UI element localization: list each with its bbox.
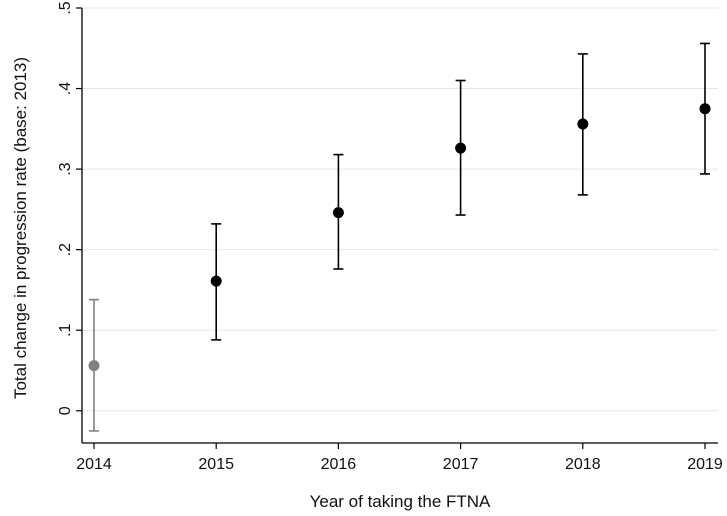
x-tick-label: 2015 [198, 456, 234, 473]
data-points [88, 42, 711, 432]
data-point [455, 142, 467, 154]
y-tick-label: .5 [57, 1, 74, 14]
x-ticks: 2014 2015 2016 2017 2018 2019 [76, 443, 723, 473]
data-point [88, 360, 100, 372]
data-point [577, 118, 589, 130]
x-tick-label: 2014 [76, 456, 112, 473]
x-axis-title: Year of taking the FTNA [310, 492, 491, 511]
y-tick-label: 0 [57, 406, 74, 415]
error-bar-group [332, 153, 344, 270]
x-tick-label: 2019 [687, 456, 723, 473]
error-bar-group [210, 223, 222, 341]
data-point [210, 275, 222, 287]
x-tick-label: 2017 [443, 456, 479, 473]
gridlines [82, 7, 718, 412]
y-tick-label: .4 [57, 82, 74, 95]
data-point [699, 103, 711, 115]
x-tick-label: 2018 [565, 456, 601, 473]
x-tick-label: 2016 [321, 456, 357, 473]
y-ticks: 0 .1 .2 .3 .4 .5 [57, 1, 82, 415]
error-bar-group [577, 53, 589, 196]
data-point [332, 207, 344, 219]
error-bar-group [699, 42, 711, 175]
error-bar-group [88, 298, 100, 432]
y-tick-label: .1 [57, 323, 74, 336]
y-axis-title: Total change in progression rate (base: … [11, 57, 30, 399]
y-tick-label: .3 [57, 162, 74, 175]
error-bar-group [455, 79, 467, 216]
y-tick-label: .2 [57, 243, 74, 256]
